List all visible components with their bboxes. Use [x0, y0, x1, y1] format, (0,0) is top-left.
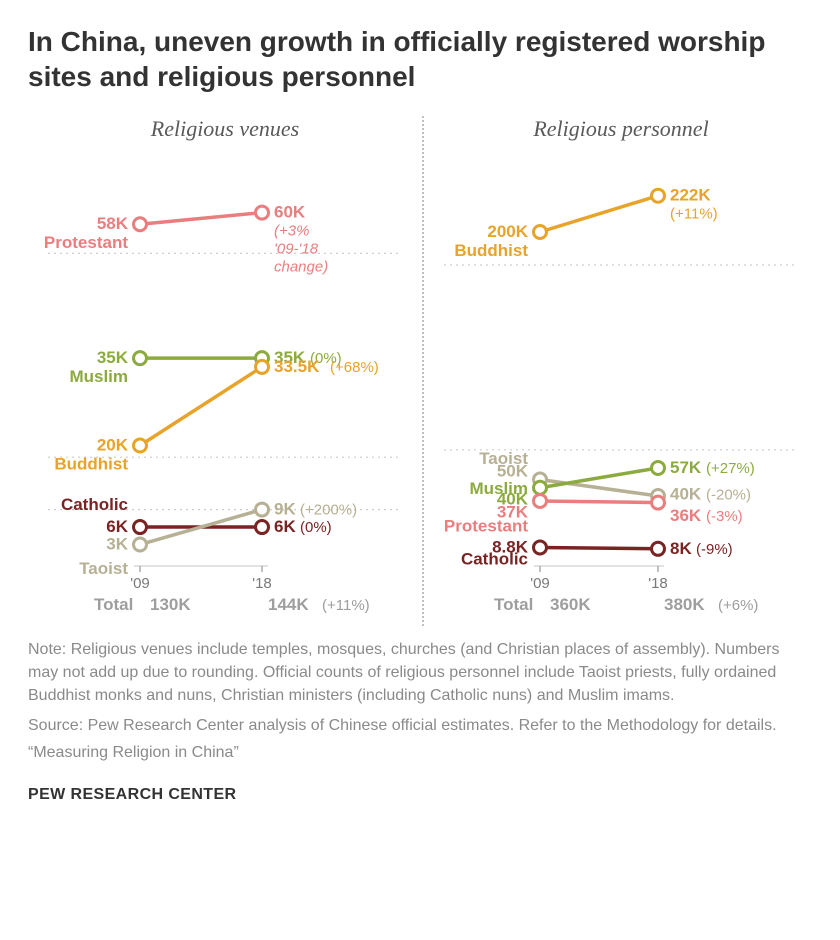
charts-container: Religious venues '09 '18 Total 130K 144K (+11… [28, 116, 812, 626]
svg-text:60K: 60K [274, 203, 306, 222]
svg-text:'18: '18 [648, 575, 668, 592]
svg-text:Protestant: Protestant [444, 517, 528, 536]
svg-text:Protestant: Protestant [44, 233, 128, 252]
svg-text:(+200%): (+200%) [300, 502, 357, 519]
svg-text:40K: 40K [670, 484, 702, 503]
svg-text:3K: 3K [106, 535, 128, 554]
svg-text:35K: 35K [97, 348, 129, 367]
panel-personnel: Religious personnel '09 '18 Total 360K 380K (… [424, 116, 818, 626]
svg-text:(-9%): (-9%) [696, 541, 733, 558]
svg-text:'09: '09 [130, 575, 150, 592]
svg-text:Total: Total [494, 595, 533, 614]
svg-text:Muslim: Muslim [469, 479, 528, 498]
footnote-note: Note: Religious venues include temples, … [28, 638, 812, 708]
svg-text:144K: 144K [268, 595, 309, 614]
svg-text:380K: 380K [664, 595, 705, 614]
panel-venues: Religious venues '09 '18 Total 130K 144K (+11… [28, 116, 422, 626]
svg-text:20K: 20K [97, 436, 129, 455]
svg-text:Buddhist: Buddhist [54, 455, 128, 474]
svg-text:Muslim: Muslim [69, 367, 128, 386]
svg-text:Catholic: Catholic [61, 495, 128, 514]
panel-personnel-title: Religious personnel [436, 116, 806, 142]
svg-text:(+27%): (+27%) [706, 460, 755, 477]
svg-text:Total: Total [94, 595, 133, 614]
svg-text:(-20%): (-20%) [706, 486, 751, 503]
footnote-quote: “Measuring Religion in China” [28, 741, 812, 764]
svg-text:Taoist: Taoist [79, 559, 128, 578]
chart-venues: '09 '18 Total 130K 144K (+11%) 58KProtestant 60… [40, 156, 410, 626]
svg-text:(0%): (0%) [300, 519, 332, 536]
svg-text:'09: '09 [530, 575, 550, 592]
svg-text:360K: 360K [550, 595, 591, 614]
svg-text:130K: 130K [150, 595, 191, 614]
svg-text:Catholic: Catholic [461, 550, 528, 569]
svg-text:6K: 6K [274, 517, 296, 536]
svg-text:36K: 36K [670, 506, 702, 525]
chart-title: In China, uneven growth in officially re… [28, 24, 812, 94]
svg-text:58K: 58K [97, 214, 129, 233]
footnote-source: Source: Pew Research Center analysis of … [28, 714, 812, 737]
svg-text:'18: '18 [252, 575, 272, 592]
svg-text:222K: 222K [670, 186, 711, 205]
svg-text:33.5K: 33.5K [274, 357, 320, 376]
attribution: PEW RESEARCH CENTER [28, 786, 812, 804]
svg-text:200K: 200K [487, 222, 528, 241]
chart-personnel: '09 '18 Total 360K 380K (+6%) 200KBuddhist 222K… [436, 156, 806, 626]
svg-text:(+3%: (+3% [274, 223, 309, 240]
svg-text:9K: 9K [274, 500, 296, 519]
svg-text:Buddhist: Buddhist [454, 241, 528, 260]
svg-text:(+11%): (+11%) [322, 597, 370, 614]
svg-text:(+68%): (+68%) [330, 359, 379, 376]
svg-text:6K: 6K [106, 517, 128, 536]
svg-text:(+11%): (+11%) [670, 206, 718, 223]
panel-venues-title: Religious venues [40, 116, 410, 142]
svg-text:8K: 8K [670, 539, 692, 558]
svg-text:(-3%): (-3%) [706, 508, 743, 525]
svg-text:Taoist: Taoist [479, 449, 528, 468]
svg-text:'09-'18: '09-'18 [274, 241, 319, 258]
svg-text:change): change) [274, 259, 328, 276]
svg-text:57K: 57K [670, 458, 702, 477]
svg-text:(+6%): (+6%) [718, 597, 758, 614]
